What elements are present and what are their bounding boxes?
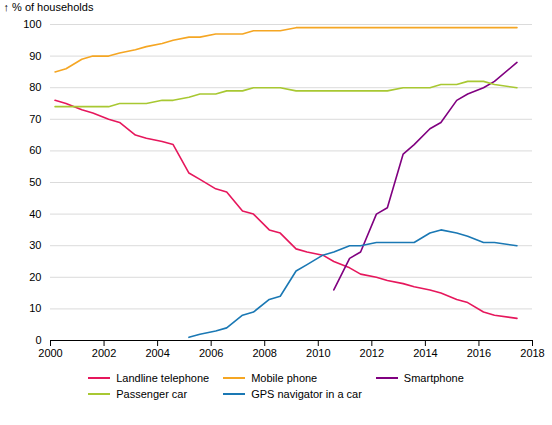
html-text:Mobile phone: Mobile phone	[251, 372, 318, 384]
svg-text:↑ % of households: ↑ % of households	[4, 1, 94, 13]
svg-text:40: 40	[29, 208, 41, 220]
svg-text:2008: 2008	[252, 347, 276, 359]
svg-text:2000: 2000	[38, 347, 62, 359]
html-text:Landline telephone: Landline telephone	[116, 372, 210, 384]
svg-text:20: 20	[29, 271, 41, 283]
svg-text:10: 10	[29, 302, 41, 314]
svg-text:50: 50	[29, 176, 41, 188]
svg-text:2016: 2016	[467, 347, 491, 359]
html-text:Smartphone: Smartphone	[403, 372, 464, 384]
svg-text:2018: 2018	[520, 347, 544, 359]
svg-text:2010: 2010	[306, 347, 330, 359]
svg-text:60: 60	[29, 144, 41, 156]
svg-text:2004: 2004	[145, 347, 169, 359]
svg-text:2002: 2002	[92, 347, 116, 359]
html-text:Passenger car: Passenger car	[116, 388, 188, 400]
svg-text:80: 80	[29, 81, 41, 93]
svg-text:0: 0	[35, 334, 41, 346]
html-text:GPS navigator in a car: GPS navigator in a car	[251, 388, 362, 400]
svg-text:2014: 2014	[413, 347, 437, 359]
svg-text:90: 90	[29, 50, 41, 62]
svg-text:2006: 2006	[199, 347, 223, 359]
svg-text:70: 70	[29, 113, 41, 125]
svg-text:30: 30	[29, 239, 41, 251]
svg-text:2012: 2012	[360, 347, 384, 359]
svg-text:100: 100	[23, 18, 41, 30]
